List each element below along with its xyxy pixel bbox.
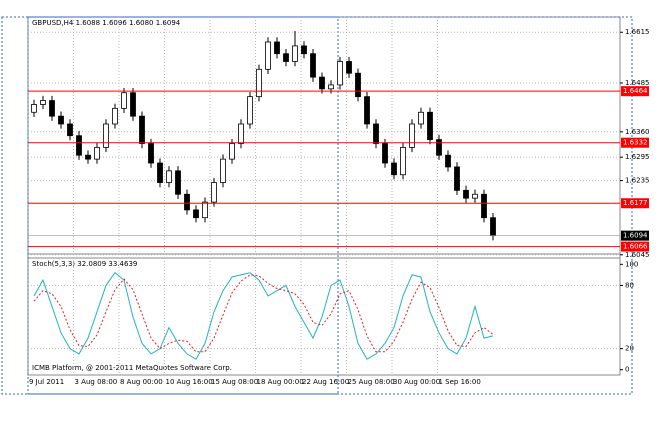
copyright: ICMB Platform, @ 2001-2011 MetaQuotes So…	[32, 364, 232, 372]
candle-body	[427, 111, 433, 140]
candle-body	[31, 104, 37, 113]
candle-body	[409, 123, 415, 148]
level-label: 1.6464	[623, 87, 648, 95]
x-tick-label: 25 Aug 08:00	[348, 378, 395, 386]
candle-body	[310, 53, 316, 78]
candle-body	[103, 123, 109, 148]
candle-body	[328, 84, 334, 90]
x-tick-label: 1 Sep 16:00	[439, 378, 481, 386]
x-tick-label: 9 Jul 2011	[29, 378, 64, 386]
level-tag	[621, 241, 649, 252]
level-tag	[621, 86, 649, 97]
candle-body	[49, 100, 55, 117]
candle-body	[112, 107, 118, 125]
y-tick-label: 1.6485	[625, 79, 650, 87]
candle-body	[193, 209, 199, 219]
candle-body	[355, 72, 361, 98]
candle-body	[148, 143, 154, 164]
candle-body	[454, 166, 460, 191]
candle-body	[121, 92, 127, 109]
y-tick-label: 1.6360	[625, 128, 650, 136]
level-tag	[621, 198, 649, 209]
x-tick-label: 22 Aug 16:00	[302, 378, 349, 386]
y-tick-label: 1.6235	[625, 177, 650, 185]
candle-body	[184, 193, 190, 211]
candle-body	[364, 96, 370, 125]
y-tick-label: 80	[625, 281, 634, 289]
candle-body	[265, 41, 271, 70]
stoch-line	[33, 274, 494, 353]
x-tick-label: 30 Aug 00:00	[393, 378, 440, 386]
x-tick-label: 3 Aug 08:00	[75, 378, 118, 386]
current-price-label: 1.6094	[623, 232, 648, 240]
candle-body	[229, 143, 235, 160]
candle-body	[346, 61, 352, 74]
level-label: 1.6066	[623, 243, 648, 251]
candle-body	[202, 201, 208, 219]
candle-body	[337, 61, 343, 86]
stoch-line	[33, 272, 494, 360]
candle-body	[85, 154, 91, 160]
candle-body	[445, 154, 451, 168]
candle-body	[238, 123, 244, 144]
candle-body	[220, 158, 226, 183]
chart-title: GBPUSD,H4 1.6088 1.6096 1.6080 1.6094	[32, 19, 181, 27]
candle-body	[400, 147, 406, 176]
candle-body	[283, 53, 289, 62]
candle-body	[472, 193, 478, 199]
chart-frame	[27, 16, 621, 376]
x-tick-label: 10 Aug 16:00	[166, 378, 213, 386]
candle-body	[157, 162, 163, 183]
candle-body	[391, 162, 397, 176]
candle-body	[436, 139, 442, 156]
x-tick-label: 18 Aug 00:00	[257, 378, 304, 386]
candle-body	[382, 143, 388, 164]
candle-body	[256, 68, 262, 98]
x-tick-label: 8 Aug 00:00	[120, 378, 163, 386]
candle-body	[139, 115, 145, 144]
candle-body	[94, 147, 100, 160]
candle-body	[418, 111, 424, 125]
candle-body	[481, 193, 487, 219]
candle-body	[247, 96, 253, 125]
candle-body	[274, 41, 280, 55]
x-tick-label: 15 Aug 08:00	[211, 378, 258, 386]
candle-body	[76, 135, 82, 156]
level-label: 1.6332	[623, 139, 648, 147]
y-tick-label: 1.6615	[625, 28, 650, 36]
y-tick-label: 100	[625, 260, 638, 268]
indicator-title: Stoch(5,3,3) 32.0809 33.4639	[32, 260, 137, 268]
candle-body	[40, 100, 46, 105]
candle-body	[58, 115, 64, 125]
candle-body	[319, 76, 325, 90]
candle-body	[67, 123, 73, 137]
y-tick-label: 0	[625, 366, 629, 374]
candle-body	[292, 45, 298, 62]
y-tick-label: 1.6295	[625, 153, 650, 161]
candle-body	[175, 170, 181, 195]
candle-body	[166, 170, 172, 183]
candle-body	[301, 45, 307, 55]
candle-body	[130, 92, 136, 117]
current-price-tag	[621, 230, 649, 241]
level-tag	[621, 137, 649, 148]
y-tick-label: 20	[625, 345, 634, 353]
candle-body	[211, 182, 217, 203]
candle-body	[373, 123, 379, 144]
candle-body	[490, 217, 496, 237]
candle-body	[463, 189, 469, 199]
level-label: 1.6177	[623, 199, 648, 207]
selection-frame	[1, 16, 633, 395]
y-tick-label: 1.6045	[625, 251, 650, 259]
